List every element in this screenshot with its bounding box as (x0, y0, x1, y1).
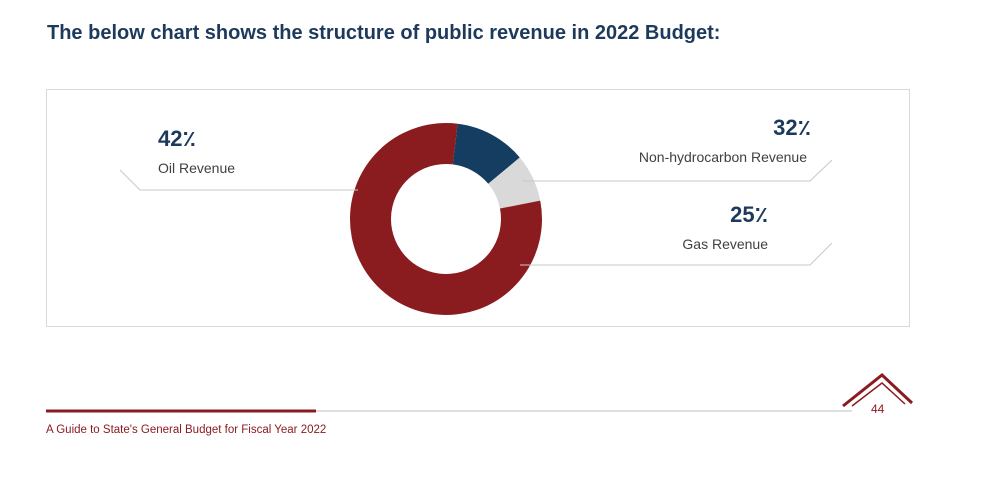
oil-revenue-value: 42٪ (158, 126, 196, 151)
leader-line-nonhydro (522, 159, 833, 182)
footer-title: A Guide to State's General Budget for Fi… (46, 424, 327, 436)
gas-revenue-value: 25٪ (730, 202, 768, 227)
leader-line-oil (119, 169, 358, 191)
donut-chart (349, 123, 542, 315)
oil-revenue-slice (349, 123, 542, 315)
oil-revenue-label: Oil Revenue (158, 160, 236, 176)
non-hydrocarbon-revenue-value: 32٪ (773, 115, 811, 140)
roof-logo-icon (842, 373, 914, 408)
gas-revenue-slice (488, 157, 541, 209)
gas-revenue-label: Gas Revenue (682, 236, 768, 252)
non-hydrocarbon-revenue-label: Non-hydrocarbon Revenue (638, 149, 807, 165)
chart-frame (46, 89, 910, 327)
page-number: 44 (871, 402, 885, 416)
leader-line-gas (520, 242, 833, 266)
non-hydrocarbon-revenue-slice (452, 123, 520, 184)
page-heading: The below chart shows the structure of p… (47, 22, 721, 44)
